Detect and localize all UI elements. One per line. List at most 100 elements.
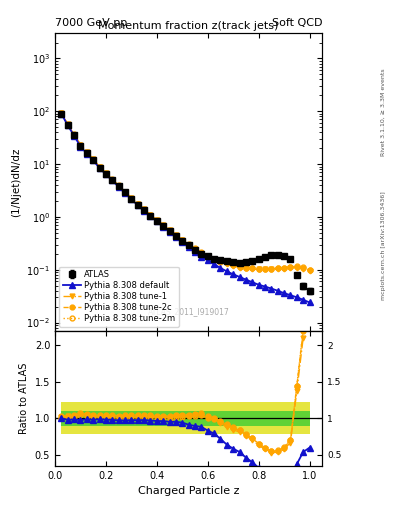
Pythia 8.308 tune-1	[97, 164, 102, 170]
Pythia 8.308 tune-2c	[78, 141, 83, 147]
Pythia 8.308 default	[110, 177, 115, 183]
Pythia 8.308 default	[288, 292, 293, 298]
Line: Pythia 8.308 tune-1: Pythia 8.308 tune-1	[59, 111, 312, 273]
Pythia 8.308 tune-1	[275, 266, 280, 272]
Pythia 8.308 default	[180, 239, 185, 245]
Pythia 8.308 tune-2m	[110, 177, 115, 183]
Pythia 8.308 default	[250, 279, 255, 285]
Pythia 8.308 tune-2c	[72, 132, 77, 138]
Pythia 8.308 tune-2m	[301, 264, 305, 270]
Text: ATLAS_2011_I919017: ATLAS_2011_I919017	[148, 307, 230, 316]
Pythia 8.308 tune-1	[116, 183, 121, 189]
Pythia 8.308 tune-1	[65, 121, 70, 127]
Pythia 8.308 default	[142, 207, 147, 214]
Pythia 8.308 tune-2m	[231, 262, 235, 268]
Pythia 8.308 tune-2c	[161, 222, 165, 228]
Pythia 8.308 tune-2m	[288, 264, 293, 270]
Line: Pythia 8.308 default: Pythia 8.308 default	[59, 111, 312, 305]
Pythia 8.308 tune-1	[167, 227, 172, 233]
Pythia 8.308 tune-2c	[104, 170, 108, 176]
Pythia 8.308 tune-1	[129, 195, 134, 201]
Pythia 8.308 tune-2c	[180, 237, 185, 243]
Pythia 8.308 tune-1	[263, 266, 267, 272]
Pythia 8.308 tune-1	[193, 246, 197, 252]
Pythia 8.308 tune-2m	[174, 232, 178, 239]
Pythia 8.308 tune-2m	[129, 196, 134, 202]
Pythia 8.308 tune-1	[110, 177, 115, 183]
Pythia 8.308 tune-2c	[154, 217, 159, 223]
Pythia 8.308 tune-1	[294, 265, 299, 271]
Pythia 8.308 tune-2c	[212, 255, 217, 262]
Pythia 8.308 tune-2c	[84, 149, 89, 155]
Text: mcplots.cern.ch [arXiv:1306.3436]: mcplots.cern.ch [arXiv:1306.3436]	[381, 191, 386, 300]
Pythia 8.308 tune-2c	[231, 262, 235, 268]
Pythia 8.308 tune-1	[142, 206, 147, 212]
Pythia 8.308 tune-2c	[110, 176, 115, 182]
Pythia 8.308 tune-2c	[250, 265, 255, 271]
Pythia 8.308 tune-2m	[212, 256, 217, 262]
Text: Soft QCD: Soft QCD	[272, 18, 322, 28]
Pythia 8.308 default	[263, 284, 267, 290]
Pythia 8.308 tune-2c	[218, 258, 223, 264]
Pythia 8.308 tune-1	[84, 149, 89, 155]
Pythia 8.308 tune-1	[212, 256, 217, 262]
Pythia 8.308 default	[154, 219, 159, 225]
Pythia 8.308 tune-1	[256, 266, 261, 272]
Y-axis label: (1/Njet)dN/dz: (1/Njet)dN/dz	[11, 147, 21, 217]
Pythia 8.308 tune-1	[282, 266, 286, 272]
Pythia 8.308 tune-2c	[116, 182, 121, 188]
Pythia 8.308 tune-1	[199, 250, 204, 256]
Pythia 8.308 tune-1	[186, 242, 191, 248]
Pythia 8.308 default	[123, 190, 127, 196]
Pythia 8.308 tune-1	[174, 232, 178, 239]
Pythia 8.308 tune-2m	[269, 266, 274, 272]
Pythia 8.308 tune-2m	[91, 157, 95, 163]
Pythia 8.308 tune-2m	[97, 164, 102, 170]
Pythia 8.308 tune-2m	[218, 259, 223, 265]
Pythia 8.308 tune-2m	[59, 111, 64, 117]
Pythia 8.308 default	[212, 261, 217, 267]
Pythia 8.308 default	[294, 294, 299, 301]
Pythia 8.308 default	[282, 290, 286, 296]
Pythia 8.308 tune-2m	[186, 242, 191, 248]
Pythia 8.308 tune-2c	[65, 121, 70, 127]
Pythia 8.308 tune-2m	[224, 260, 229, 266]
Pythia 8.308 tune-1	[148, 212, 153, 218]
Pythia 8.308 tune-2m	[199, 250, 204, 256]
Pythia 8.308 tune-1	[180, 237, 185, 243]
Pythia 8.308 tune-2c	[288, 264, 293, 270]
Title: Momentum fraction z(track jets): Momentum fraction z(track jets)	[99, 21, 279, 31]
Pythia 8.308 default	[231, 271, 235, 278]
Pythia 8.308 tune-2m	[275, 265, 280, 271]
Pythia 8.308 tune-2m	[193, 246, 197, 252]
Pythia 8.308 tune-1	[307, 268, 312, 274]
Pythia 8.308 tune-2m	[307, 267, 312, 273]
Pythia 8.308 default	[256, 282, 261, 288]
Pythia 8.308 tune-1	[224, 261, 229, 267]
Text: Rivet 3.1.10, ≥ 3.3M events: Rivet 3.1.10, ≥ 3.3M events	[381, 69, 386, 157]
Pythia 8.308 tune-2c	[206, 252, 210, 259]
Pythia 8.308 tune-2m	[123, 189, 127, 196]
Pythia 8.308 tune-1	[237, 265, 242, 271]
Pythia 8.308 default	[59, 111, 64, 117]
Pythia 8.308 tune-2m	[294, 263, 299, 269]
Pythia 8.308 tune-1	[161, 222, 165, 228]
Pythia 8.308 tune-1	[269, 266, 274, 272]
Pythia 8.308 tune-2m	[148, 212, 153, 219]
Pythia 8.308 default	[244, 276, 248, 283]
Pythia 8.308 tune-2m	[237, 264, 242, 270]
Pythia 8.308 default	[218, 265, 223, 271]
Pythia 8.308 default	[174, 234, 178, 241]
Y-axis label: Ratio to ATLAS: Ratio to ATLAS	[19, 362, 29, 434]
Pythia 8.308 tune-2c	[237, 264, 242, 270]
Pythia 8.308 default	[129, 196, 134, 202]
Pythia 8.308 tune-2m	[263, 266, 267, 272]
Pythia 8.308 default	[206, 258, 210, 264]
Pythia 8.308 tune-1	[288, 265, 293, 271]
X-axis label: Charged Particle z: Charged Particle z	[138, 486, 239, 496]
Pythia 8.308 default	[186, 244, 191, 250]
Line: Pythia 8.308 tune-2c: Pythia 8.308 tune-2c	[59, 111, 312, 272]
Pythia 8.308 default	[116, 184, 121, 190]
Pythia 8.308 tune-2c	[269, 266, 274, 272]
Pythia 8.308 tune-2c	[59, 110, 64, 116]
